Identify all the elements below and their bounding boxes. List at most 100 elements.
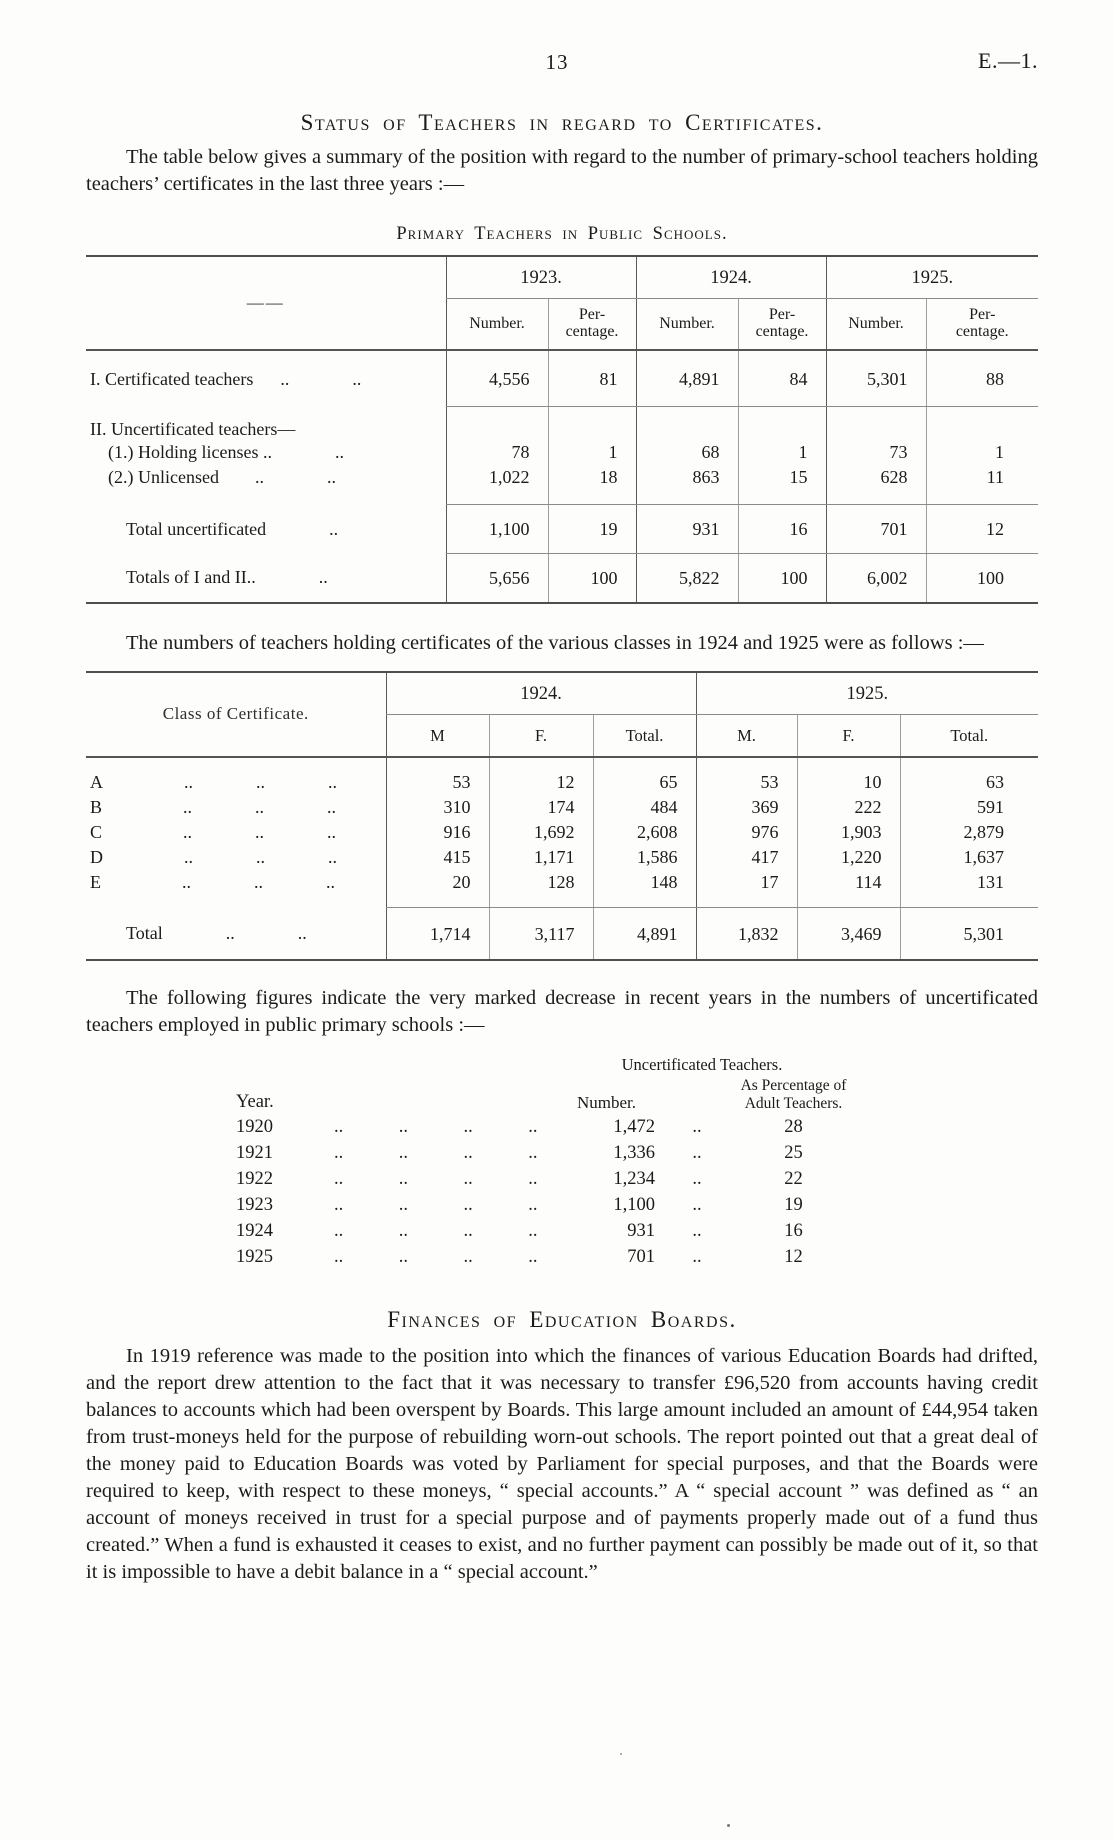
percentage-cell: 12 — [784, 1247, 803, 1267]
number-cell: 222 — [796, 794, 901, 820]
number-cell: 1,171 — [488, 844, 593, 870]
row-label-cell: (1.) Holding licenses .. .. — [90, 441, 344, 462]
number-cell: 65 — [592, 756, 697, 795]
number-cell: 10 — [796, 756, 901, 795]
row-label-cell: I. Certificated teachers .. .. — [90, 369, 362, 390]
leader-dots: .. .. .. .. — [334, 1221, 538, 1241]
col-header-f: F. — [488, 714, 593, 758]
table1-year-1924: 1924. — [635, 256, 826, 299]
row-label-cell: E .. .. .. — [90, 871, 335, 892]
percentage-cell: 1 — [925, 439, 1038, 465]
percentage-cell: 100 — [737, 553, 826, 603]
number-cell: 73 — [825, 439, 926, 465]
table-row-class-d: D .. .. .. 415 1,171 1,586 417 1,220 1,6… — [86, 844, 1039, 870]
leader-dots: .. — [692, 1143, 702, 1163]
col-header-m: M — [385, 714, 489, 758]
col-header-total: Total. — [592, 714, 697, 758]
table2-year-1924: 1924. — [385, 671, 697, 715]
table-row-total-uncertificated: Total uncertificated .. 1,100 19 931 16 … — [86, 504, 1038, 554]
leader-dots: .. — [692, 1221, 702, 1241]
number-cell: 12 — [488, 756, 593, 795]
number-cell: 174 — [488, 794, 593, 820]
table2-year-1925: 1925. — [695, 671, 1039, 715]
ink-speck — [620, 1753, 622, 1755]
number-cell: 1,586 — [592, 844, 697, 870]
page-number: 13 — [545, 50, 569, 74]
table2-subheader-row: M F. Total. M. F. Total. — [86, 714, 1039, 758]
table-row-class-e: E .. .. .. 20 128 148 17 114 131 — [86, 869, 1039, 908]
number-cell: 484 — [592, 794, 697, 820]
number-cell: 17 — [695, 869, 798, 908]
number-cell: 701 — [627, 1247, 655, 1267]
number-cell: 20 — [385, 869, 489, 908]
percentage-cell: 18 — [547, 464, 636, 505]
row-label-cell: B .. .. .. — [90, 796, 337, 817]
table-row-class-total: Total .. .. 1,714 3,117 4,891 1,832 3,46… — [86, 907, 1039, 960]
col-header-percentage: Per- centage. — [547, 298, 636, 351]
number-cell: 4,556 — [445, 350, 548, 407]
leader-dots: .. — [692, 1247, 702, 1267]
leader-dots: .. — [692, 1117, 702, 1137]
col-header-number: Number. — [576, 1092, 637, 1112]
percentage-cell: 1 — [737, 439, 826, 465]
number-cell: 78 — [445, 439, 548, 465]
empty-cell — [547, 406, 636, 440]
number-cell: 1,472 — [613, 1117, 655, 1137]
number-cell: 931 — [627, 1221, 655, 1241]
row-label-cell: Totals of I and II.. .. — [90, 567, 328, 588]
row-label-cell: D .. .. .. — [90, 846, 337, 867]
table-row-1922: 1922 .. .. .. .. 1,234 .. 22 — [236, 1167, 850, 1193]
number-cell: 6,002 — [825, 553, 926, 603]
table3-header-row: Year. Number. As Percentage of Adult Tea… — [236, 1075, 850, 1115]
table-row-1921: 1921 .. .. .. .. 1,336 .. 25 — [236, 1141, 850, 1167]
certificates-paragraph: The numbers of teachers holding certific… — [126, 631, 984, 654]
number-cell: 1,714 — [385, 907, 489, 960]
leader-dots: .. .. .. .. — [334, 1195, 538, 1215]
finances-paragraph: In 1919 reference was made to the positi… — [86, 1344, 1038, 1583]
table-row-holding-licenses: (1.) Holding licenses .. .. 78 1 68 1 73… — [86, 439, 1038, 465]
number-cell: 1,336 — [613, 1143, 655, 1163]
table-row-class-a: A .. .. .. 53 12 65 53 10 63 — [86, 756, 1039, 795]
number-cell: 68 — [635, 439, 738, 465]
year-cell: 1922 — [236, 1169, 273, 1189]
intro-paragraph: The table below gives a summary of the p… — [86, 146, 1038, 195]
table-row-totals: Totals of I and II.. .. 5,656 100 5,822 … — [86, 553, 1038, 603]
number-cell: 1,234 — [613, 1169, 655, 1189]
table-row-1923: 1923 .. .. .. .. 1,100 .. 19 — [236, 1193, 850, 1219]
col-header-m: M. — [695, 714, 798, 758]
col-header-f: F. — [796, 714, 901, 758]
year-cell: 1924 — [236, 1221, 273, 1241]
table-row-class-b: B .. .. .. 310 174 484 369 222 591 — [86, 794, 1039, 820]
number-cell: 1,692 — [488, 819, 593, 845]
document-reference: E.—1. — [978, 48, 1038, 73]
col-header-total: Total. — [899, 714, 1039, 758]
number-cell: 863 — [635, 464, 738, 505]
percentage-cell: 100 — [547, 553, 636, 603]
number-cell: 3,469 — [796, 907, 901, 960]
year-cell: 1923 — [236, 1195, 273, 1215]
table1-stub-dash: —— — [86, 256, 446, 351]
table1-year-1925: 1925. — [825, 256, 1038, 299]
percentage-cell: 19 — [784, 1195, 803, 1215]
leader-dots: .. — [692, 1169, 702, 1189]
number-cell: 4,891 — [635, 350, 738, 407]
number-cell: 131 — [899, 869, 1039, 908]
year-cell: 1921 — [236, 1143, 273, 1163]
number-cell: 5,656 — [445, 553, 548, 603]
number-cell: 1,637 — [899, 844, 1039, 870]
number-cell: 114 — [796, 869, 901, 908]
number-cell: 2,879 — [899, 819, 1039, 845]
row-label-cell: Total uncertificated .. — [90, 518, 339, 539]
table-row-class-c: C .. .. .. 916 1,692 2,608 976 1,903 2,8… — [86, 819, 1039, 845]
table-row-1920: 1920 .. .. .. .. 1,472 .. 28 — [236, 1115, 850, 1141]
certificate-classes-table: Class of Certificate. 1924. 1925. M F. T… — [86, 670, 1039, 961]
number-cell: 976 — [695, 819, 798, 845]
section-heading-finances: Finances of Education Boards. — [387, 1306, 737, 1332]
number-cell: 1,022 — [445, 464, 548, 505]
number-cell: 369 — [695, 794, 798, 820]
number-cell: 1,832 — [695, 907, 798, 960]
table1-caption: Primary Teachers in Public Schools. — [396, 224, 728, 244]
leader-dots: .. .. .. .. — [334, 1143, 538, 1163]
table1-year-row: —— 1923. 1924. 1925. — [86, 256, 1038, 351]
table2-stub-header: Class of Certificate. — [86, 671, 386, 758]
